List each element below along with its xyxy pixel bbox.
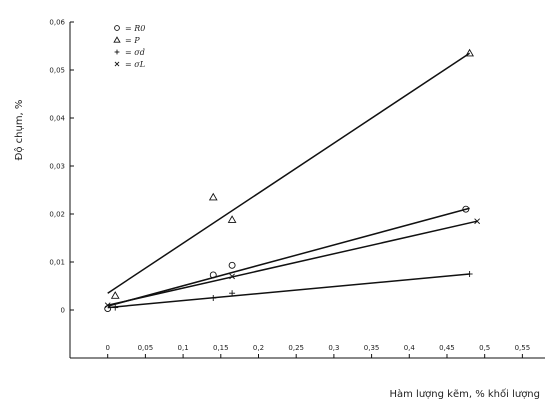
x-tick-label: 0,35 [364,344,380,352]
y-tick-label: 0 [61,307,65,315]
data-point-plus [229,290,236,297]
data-point-cross [474,218,481,225]
data-point-circle [228,261,236,269]
data-point-plus [466,271,473,277]
x-tick-label: 0,4 [404,344,416,352]
fit-line-cross [107,220,478,306]
legend: = R0 = P = σd = σL [113,24,145,69]
x-tick-label: 0,3 [328,344,339,352]
y-tick-label: 0,03 [49,163,65,171]
y-axis-title: Độ chụm, % [13,100,25,161]
legend-label: = R0 [125,24,145,33]
legend-label: = σd [125,48,145,57]
x-tick-label: 0,25 [288,344,304,352]
axes [69,22,545,359]
data-markers [104,48,481,313]
y-tick-label: 0,04 [49,115,65,123]
y-ticks: 0 0,01 0,02 0,03 0,04 0,05 0,06 [49,19,74,315]
x-tick-label: 0,05 [138,344,154,352]
data-point-circle [104,305,112,313]
data-point-cross [229,273,235,280]
data-point-triangle [110,291,120,299]
y-tick-label: 0,02 [49,211,65,219]
data-point-triangle [208,192,218,201]
fit-line-circle [107,207,470,307]
data-point-triangle [227,215,237,223]
data-point-circle [209,271,217,279]
y-tick-label: 0,05 [49,67,65,75]
legend-symbol-triangle [113,36,121,43]
fit-lines [107,52,478,309]
x-tick-label: 0,5 [479,344,490,352]
x-tick-label: 0 [105,344,109,352]
legend-label: = P [125,36,140,45]
x-tick-label: 0,15 [213,344,229,352]
data-point-triangle [465,48,474,57]
data-point-plus [112,304,119,311]
x-tick-label: 0,2 [253,344,264,352]
data-point-cross [104,302,111,309]
legend-symbol-plus [114,49,120,55]
legend-label: = σL [125,60,145,69]
x-tick-label: 0,55 [515,344,531,352]
data-point-plus [210,295,217,301]
y-tick-label: 0,06 [49,19,65,27]
x-ticks: 0 0,05 0,1 0,15 0,2 0,25 0,3 0,35 0,4 0,45 0,5 0,55 [105,344,530,358]
x-tick-label: 0,45 [439,344,455,352]
x-tick-label: 0,1 [178,344,189,352]
x-axis-title: Hàm lượng kẽm, % khối lượng [389,388,540,400]
legend-symbol-circle [114,25,120,31]
data-point-circle [462,205,470,213]
fit-line-triangle [107,52,471,294]
fit-line-plus [107,273,470,309]
legend-symbol-cross [114,61,120,67]
y-tick-label: 0,01 [49,259,65,267]
